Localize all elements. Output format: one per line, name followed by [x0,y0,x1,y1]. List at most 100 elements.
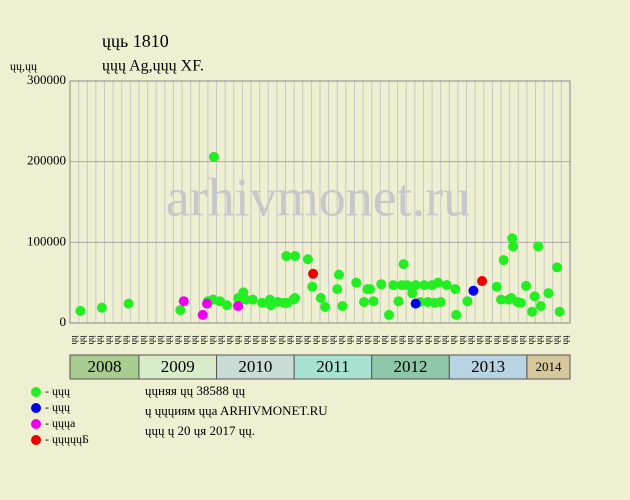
year-label: 2014 [535,359,562,374]
point [533,241,544,252]
x-tick-label: ųų [206,335,216,345]
y-tick-label: 100000 [27,233,66,248]
point [75,305,86,316]
x-tick-label: ųų [241,335,251,345]
year-band [138,354,218,380]
point [333,269,344,280]
point [240,294,251,305]
x-tick-label: ųų [353,335,363,345]
x-tick-label: ųų [396,335,406,345]
x-tick-label: ųų [293,335,303,345]
point [308,268,319,279]
year-label: 2013 [471,357,505,376]
x-tick-label: ųų [163,335,173,345]
x-tick-label: ųų [137,335,147,345]
point [315,292,326,303]
legend-label: - ųųų [45,384,70,398]
point [419,280,430,291]
point [290,251,300,262]
x-tick-label: ųų [146,335,156,345]
point [527,306,538,317]
x-tick-label: ųų [327,335,337,345]
year-band [371,354,450,380]
x-tick-label: ųų [387,335,397,345]
y-tick-label: 200000 [27,153,66,168]
point [529,291,540,302]
x-tick-label: ųų [517,335,527,345]
x-tick-label: ųų [232,335,242,345]
legend-label: - ųųų [45,400,70,414]
year-label: 2009 [161,357,195,376]
point [123,298,134,309]
plot-frame [69,80,571,324]
point [302,254,313,265]
x-tick-label: ųų [534,335,544,345]
point [337,301,348,312]
x-tick-label: ųų [155,335,165,345]
x-tick-label: ųų [275,335,285,345]
x-tick-label: ųų [422,335,432,345]
x-tick-label: ųų [482,335,492,345]
x-tick-label: ųų [465,335,475,345]
point [233,301,244,312]
x-tick-label: ųų [474,335,484,345]
x-tick-label: ųų [198,335,208,345]
point [451,309,462,320]
y-tick-label: 0 [60,314,67,329]
watermark: arhivmonet.ru [166,167,470,227]
x-tick-label: ųų [413,335,423,345]
point [496,294,507,305]
y-axis-label: ųų,ųų [10,59,37,73]
point [477,276,488,287]
year-label: 2012 [394,357,428,376]
x-tick-label: ųų [258,335,268,345]
x-tick-label: ųų [448,335,458,345]
note: ųųняя ųų 38588 ųų [145,383,246,398]
point [197,309,208,320]
legend-marker [31,419,41,429]
year-band [526,354,571,380]
point [257,297,268,308]
legend-marker [31,435,41,445]
x-tick-label: ųų [86,335,96,345]
point [508,241,519,252]
x-tick-label: ųų [543,335,553,345]
point [208,151,219,162]
x-tick-label: ųų [310,335,320,345]
x-tick-label: ųų [103,335,113,345]
x-tick-label: ųų [318,335,328,345]
point [402,280,413,291]
point [221,300,232,311]
point [491,281,502,292]
x-tick-label: ųų [336,335,346,345]
x-tick-label: ųų [456,335,466,345]
x-tick-label: ųų [525,335,535,345]
x-tick-label: ųų [249,335,259,345]
x-tick-label: ųų [189,335,199,345]
point [498,255,509,266]
point [462,296,473,307]
point [393,296,404,307]
legend-marker [31,387,41,397]
point [398,259,409,270]
point [320,301,331,312]
year-band [448,354,528,380]
chart-title: ųųь 1810 [102,31,169,51]
legend-label: - ųųųųųБ [45,432,89,446]
point [247,294,258,305]
year-label: 2008 [87,357,121,376]
x-tick-label: ųų [120,335,130,345]
x-tick-label: ųų [68,335,78,345]
point [552,262,563,273]
point [435,297,446,308]
x-tick-label: ųų [224,335,234,345]
x-tick-label: ųų [284,335,294,345]
point [175,305,186,316]
point [521,280,532,291]
x-tick-label: ųų [172,335,182,345]
x-tick-label: ųų [560,335,570,345]
legend-marker [31,403,41,413]
x-tick-label: ųų [111,335,121,345]
point [376,279,387,290]
point [410,298,421,309]
